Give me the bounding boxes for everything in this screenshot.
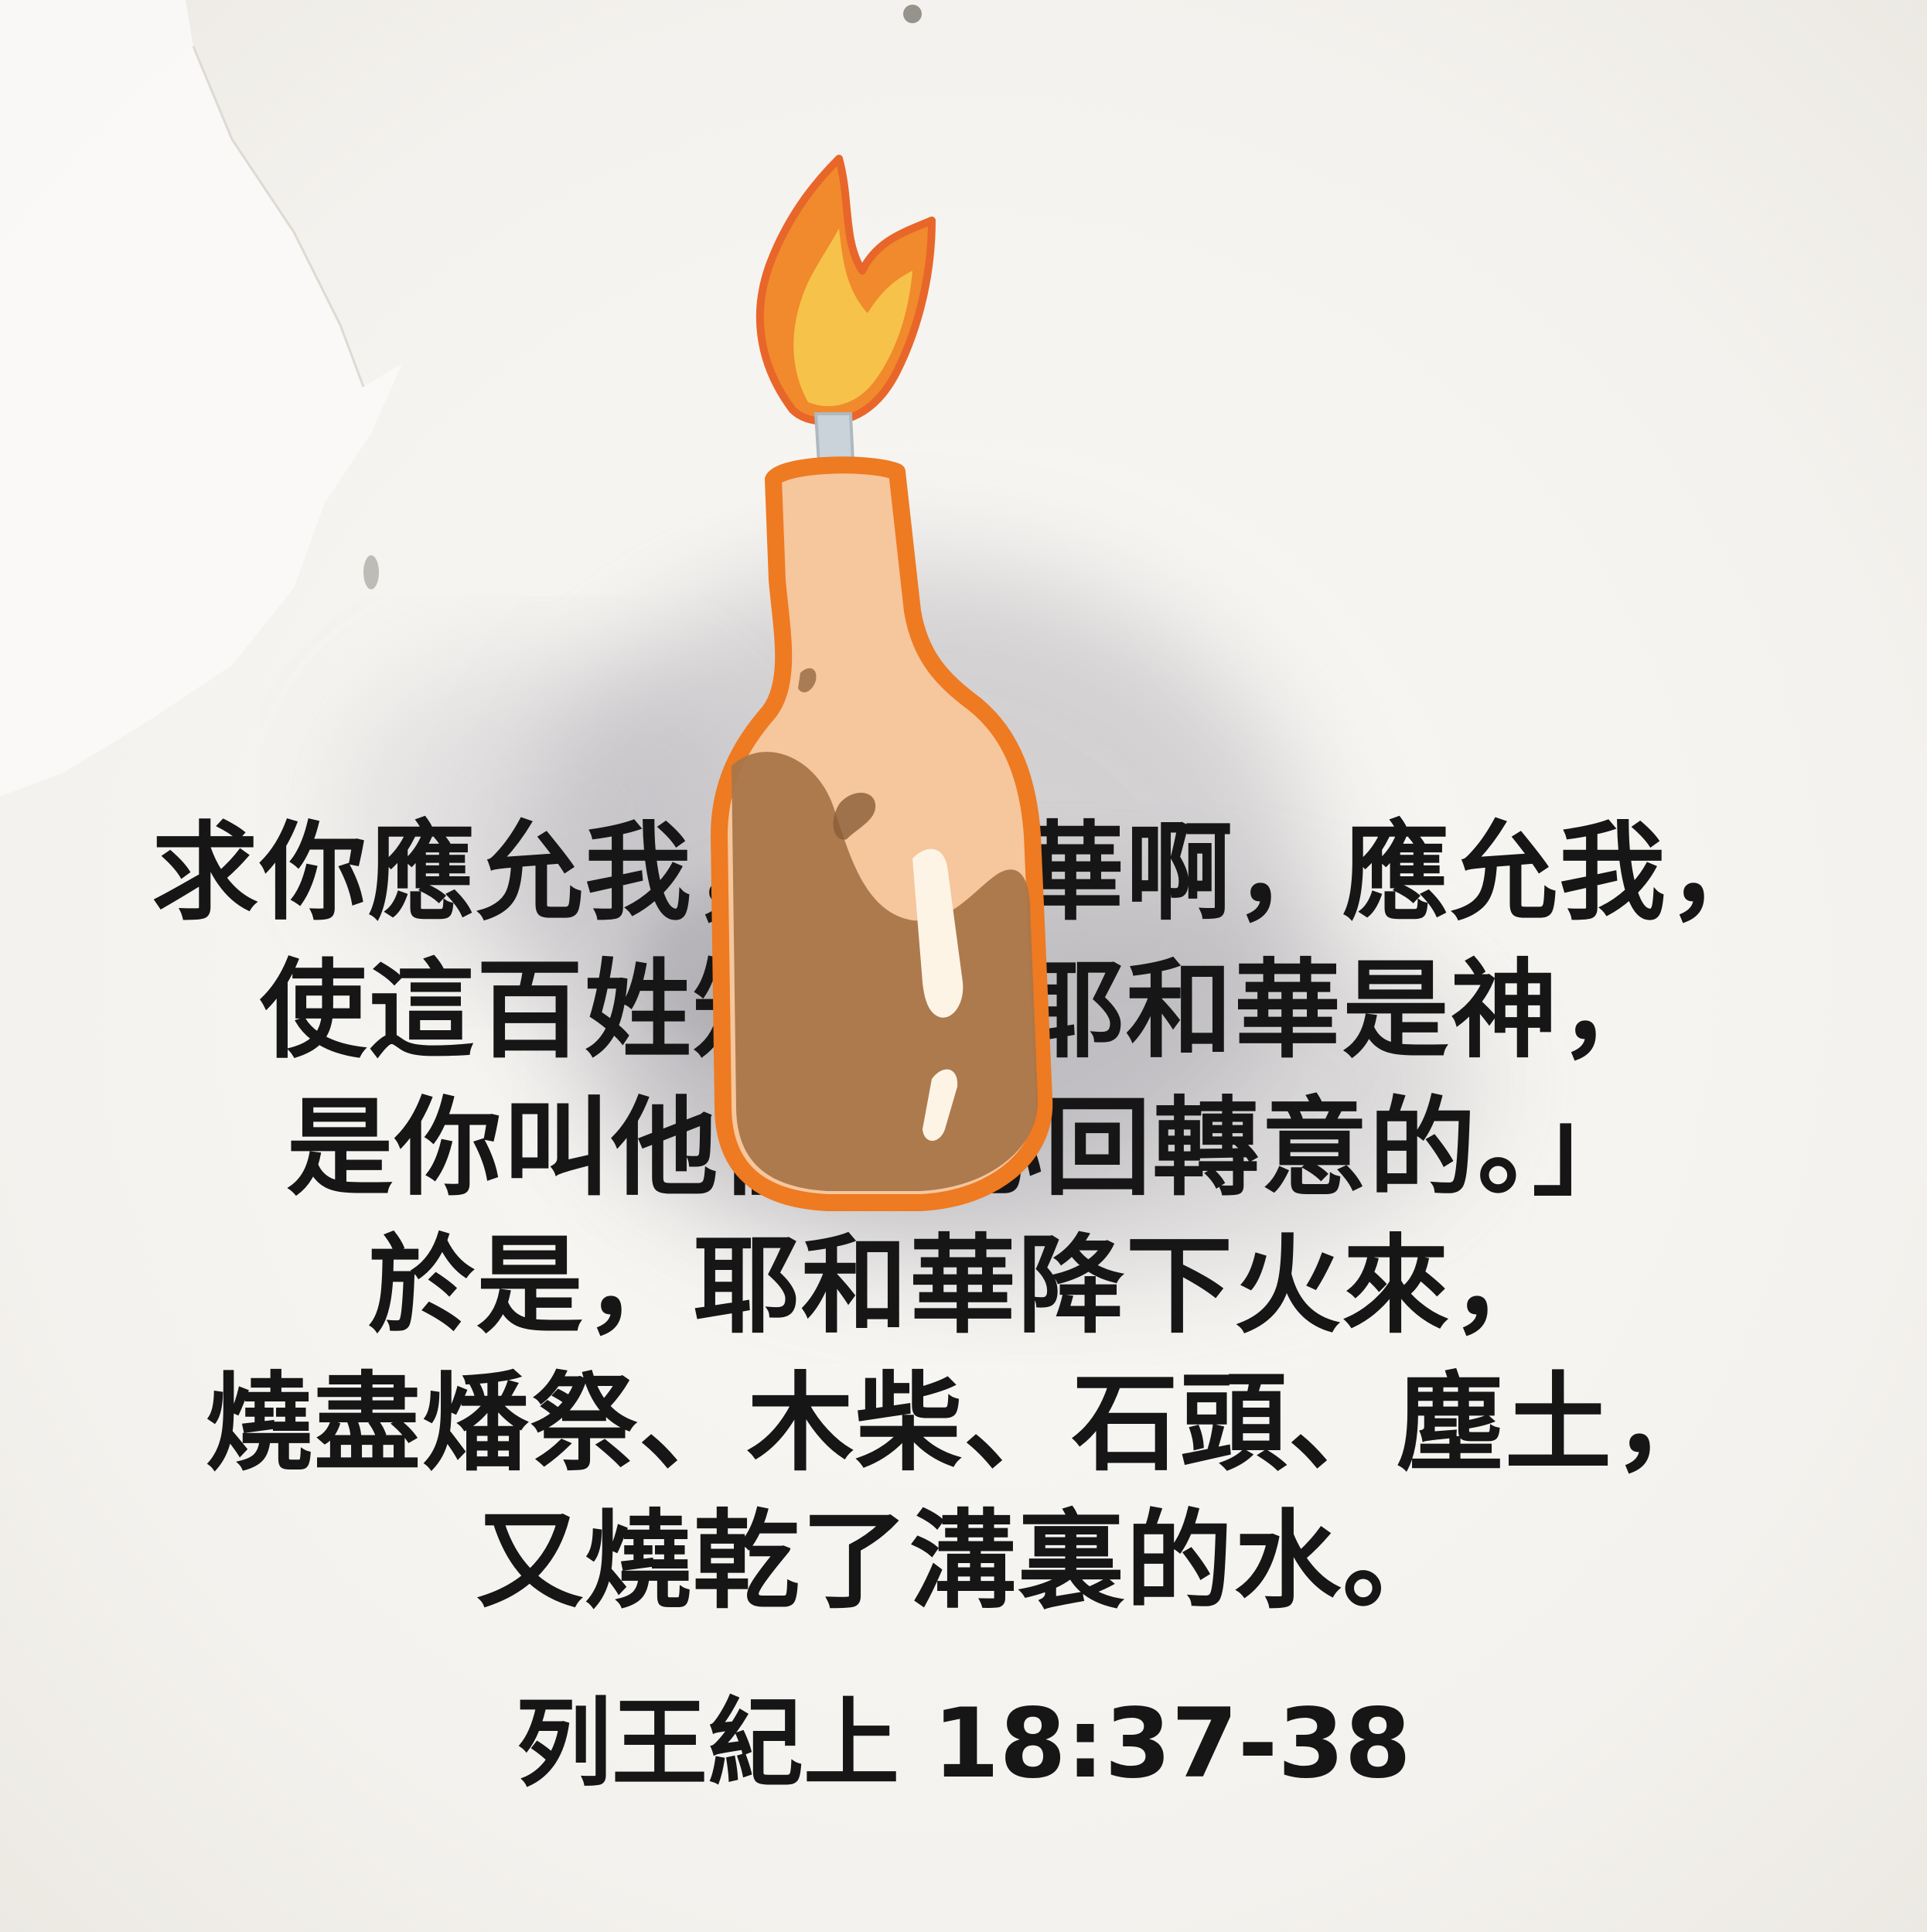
- verse-line: 燒盡燔祭、木柴、石頭、塵土，: [205, 1361, 1721, 1486]
- bottle-drop: [833, 793, 876, 840]
- scripture-reference: 列王紀上 18:37-38: [516, 1688, 1411, 1800]
- bottle-bubble: [798, 668, 817, 693]
- bottle-highlight-small: [923, 1069, 958, 1141]
- verse-line: 於是，耶和華降下火來，: [367, 1224, 1559, 1348]
- bottle-liquid: [732, 752, 1039, 1191]
- flaming-bottle-icon: [711, 155, 1053, 1211]
- bottle-highlight: [912, 848, 964, 1018]
- verse-line: 又燒乾了溝裏的水。: [476, 1499, 1451, 1623]
- flame-inner: [793, 228, 912, 407]
